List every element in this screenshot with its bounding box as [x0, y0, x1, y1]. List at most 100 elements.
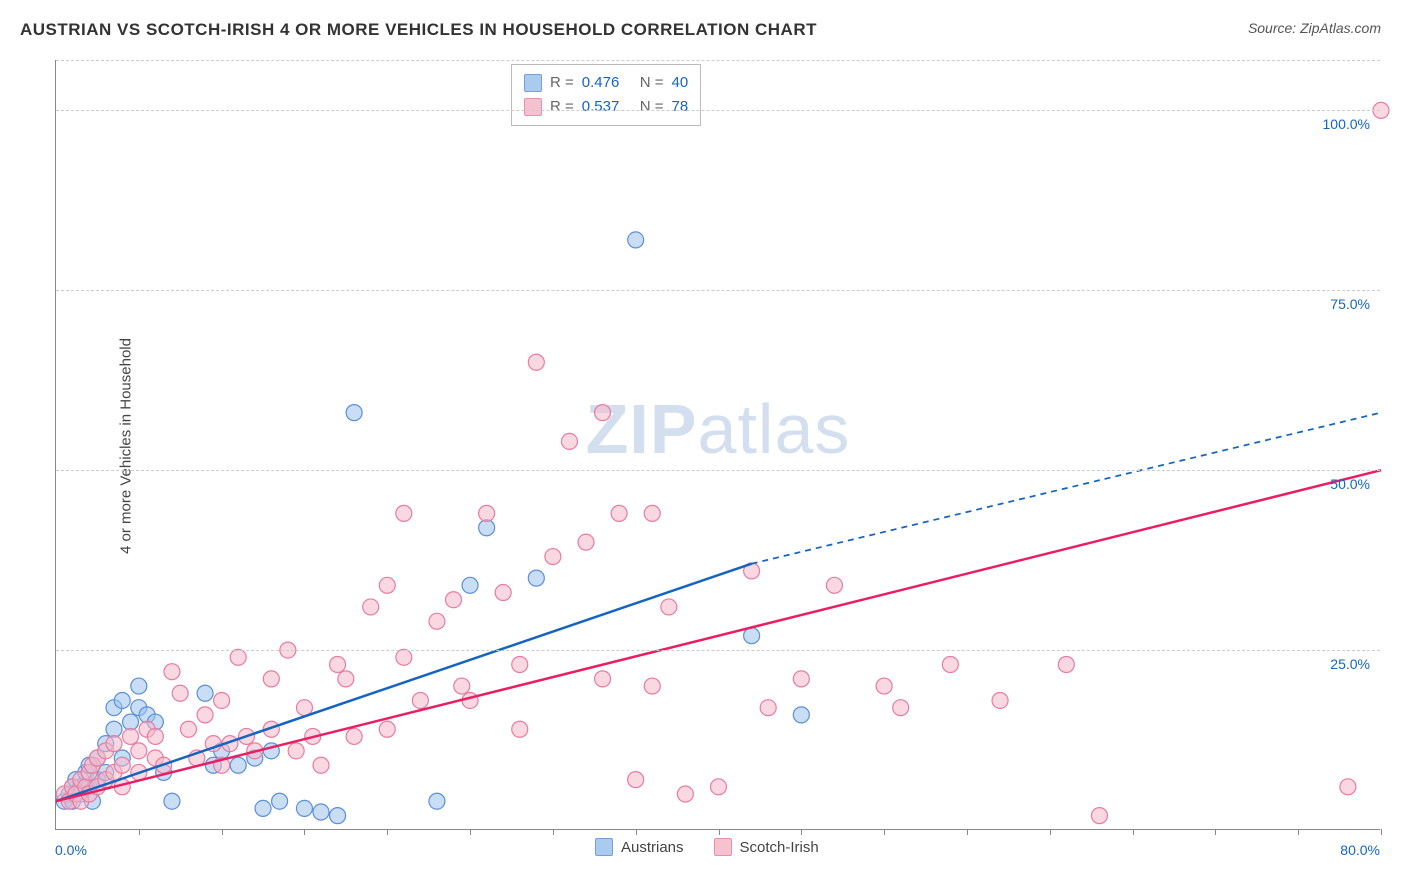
trend-line-extrapolated [752, 413, 1381, 564]
scatter-point [1340, 779, 1356, 795]
legend-n-value: 40 [672, 71, 689, 95]
plot-area: ZIPatlas R =0.476N =40R =0.537N =78 25.0… [55, 60, 1380, 830]
chart-title: AUSTRIAN VS SCOTCH-IRISH 4 OR MORE VEHIC… [20, 20, 817, 40]
scatter-point [942, 656, 958, 672]
x-tick [553, 829, 554, 835]
legend-n-label: N = [640, 95, 664, 119]
y-tick-label: 100.0% [1323, 116, 1370, 132]
scatter-point [595, 671, 611, 687]
scatter-point [396, 505, 412, 521]
scatter-point [164, 664, 180, 680]
scatter-point [545, 549, 561, 565]
x-tick [139, 829, 140, 835]
scatter-point [412, 692, 428, 708]
scatter-point [230, 649, 246, 665]
scatter-point [379, 577, 395, 593]
scatter-point [114, 757, 130, 773]
x-tick [387, 829, 388, 835]
scatter-point [114, 692, 130, 708]
legend-series: Austrians Scotch-Irish [595, 838, 819, 856]
scatter-point [330, 808, 346, 824]
scatter-point [346, 728, 362, 744]
scatter-point [429, 613, 445, 629]
scatter-svg [56, 60, 1381, 830]
scatter-point [661, 599, 677, 615]
legend-r-label: R = [550, 95, 574, 119]
scatter-point [379, 721, 395, 737]
y-tick-label: 75.0% [1330, 296, 1370, 312]
scatter-point [123, 714, 139, 730]
scatter-point [106, 721, 122, 737]
scatter-point [255, 800, 271, 816]
grid-line [56, 290, 1380, 291]
x-tick [801, 829, 802, 835]
scatter-point [197, 707, 213, 723]
scatter-point [512, 656, 528, 672]
legend-swatch [524, 98, 542, 116]
scatter-point [1091, 808, 1107, 824]
y-tick-label: 50.0% [1330, 476, 1370, 492]
legend-swatch [714, 838, 732, 856]
trend-line [56, 470, 1381, 801]
legend-r-value: 0.537 [582, 95, 632, 119]
grid-line [56, 650, 1380, 651]
scatter-point [893, 700, 909, 716]
scatter-point [561, 433, 577, 449]
scatter-point [263, 671, 279, 687]
scatter-point [164, 793, 180, 809]
scatter-point [181, 721, 197, 737]
scatter-point [272, 793, 288, 809]
scatter-point [296, 800, 312, 816]
legend-correlation-box: R =0.476N =40R =0.537N =78 [511, 64, 701, 126]
x-tick [719, 829, 720, 835]
legend-series-label: Austrians [621, 839, 684, 856]
source-name: ZipAtlas.com [1300, 20, 1381, 36]
scatter-point [446, 592, 462, 608]
grid-line [56, 470, 1380, 471]
scatter-point [1058, 656, 1074, 672]
x-tick [636, 829, 637, 835]
legend-n-label: N = [640, 71, 664, 95]
legend-series-label: Scotch-Irish [740, 839, 819, 856]
legend-series-item: Austrians [595, 838, 684, 856]
scatter-point [644, 505, 660, 521]
x-tick [1050, 829, 1051, 835]
legend-correlation-row: R =0.537N =78 [524, 95, 688, 119]
scatter-point [677, 786, 693, 802]
scatter-point [123, 728, 139, 744]
scatter-point [462, 577, 478, 593]
scatter-point [147, 728, 163, 744]
scatter-point [644, 678, 660, 694]
scatter-point [611, 505, 627, 521]
y-tick-label: 25.0% [1330, 656, 1370, 672]
scatter-point [131, 743, 147, 759]
scatter-point [760, 700, 776, 716]
scatter-point [528, 354, 544, 370]
x-tick [1215, 829, 1216, 835]
scatter-point [512, 721, 528, 737]
x-tick [1133, 829, 1134, 835]
scatter-point [106, 736, 122, 752]
legend-swatch [524, 74, 542, 92]
scatter-point [197, 685, 213, 701]
legend-correlation-row: R =0.476N =40 [524, 71, 688, 95]
scatter-point [793, 707, 809, 723]
chart-container: AUSTRIAN VS SCOTCH-IRISH 4 OR MORE VEHIC… [0, 0, 1406, 892]
scatter-point [288, 743, 304, 759]
scatter-point [528, 570, 544, 586]
legend-r-label: R = [550, 71, 574, 95]
scatter-point [793, 671, 809, 687]
scatter-point [876, 678, 892, 694]
x-tick [222, 829, 223, 835]
scatter-point [363, 599, 379, 615]
source-prefix: Source: [1248, 20, 1300, 36]
scatter-point [628, 772, 644, 788]
scatter-point [346, 405, 362, 421]
x-tick [470, 829, 471, 835]
scatter-point [711, 779, 727, 795]
x-tick [1298, 829, 1299, 835]
scatter-point [992, 692, 1008, 708]
legend-series-item: Scotch-Irish [714, 838, 819, 856]
scatter-point [313, 757, 329, 773]
x-tick [1381, 829, 1382, 835]
